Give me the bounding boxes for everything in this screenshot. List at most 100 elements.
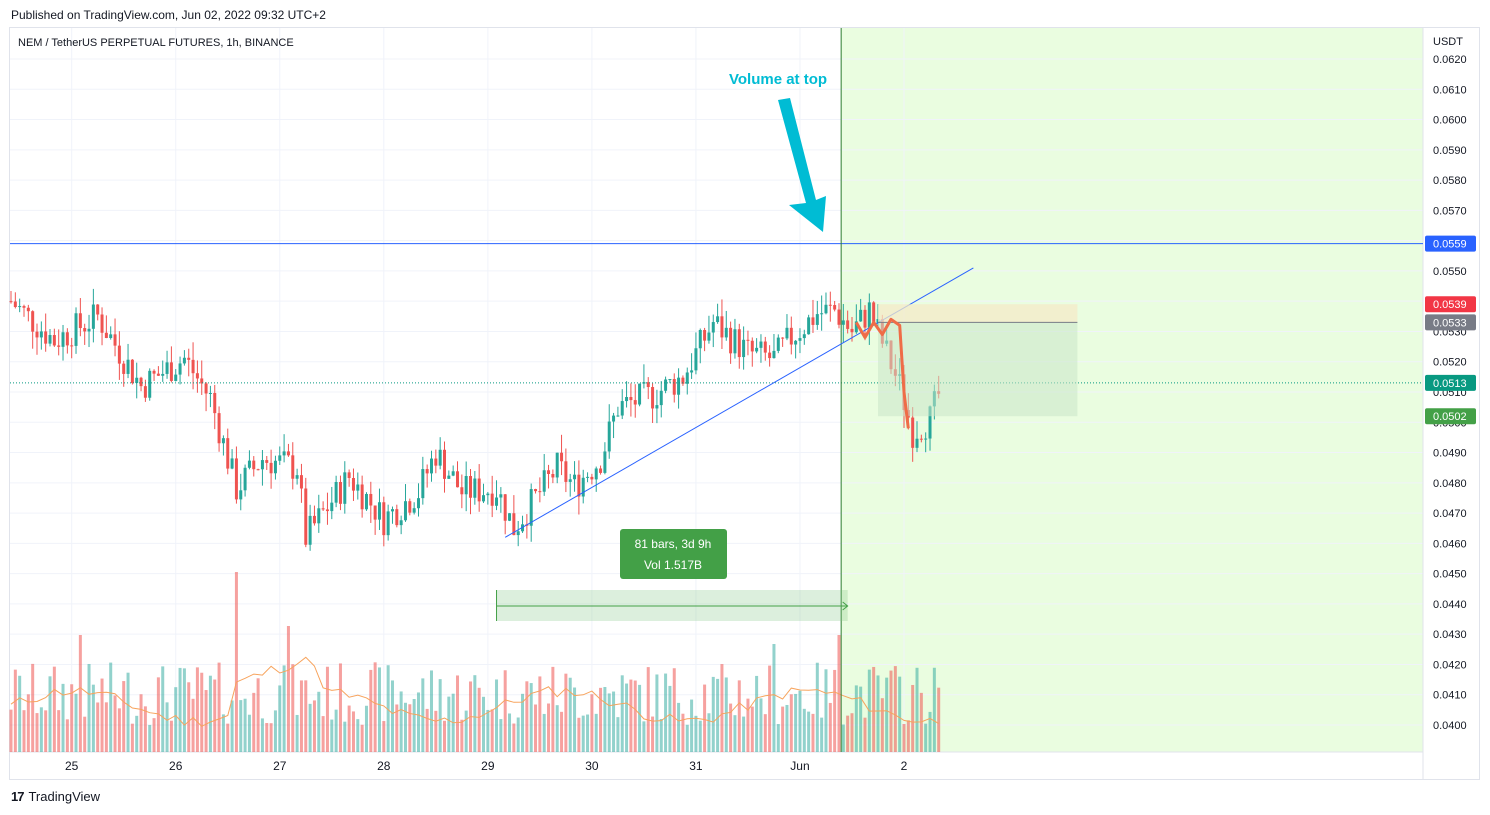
price-badge — [1425, 408, 1476, 425]
candle-body — [438, 449, 442, 466]
volume-bar — [893, 666, 897, 752]
time-tick-label: 26 — [169, 759, 183, 773]
candle-body — [139, 377, 143, 387]
candle-body — [655, 405, 659, 409]
candle-body — [555, 452, 559, 478]
price-tick-label: 0.0570 — [1433, 205, 1467, 217]
price-tick-label: 0.0450 — [1433, 569, 1467, 581]
volume-bar — [859, 686, 863, 752]
price-tick-label: 0.0600 — [1433, 115, 1467, 127]
candle-body — [96, 304, 100, 315]
price-badge-label: 0.0539 — [1433, 299, 1467, 311]
candle-body — [495, 497, 499, 506]
tradingview-logo-icon: 17 — [11, 789, 25, 804]
volume-bar — [755, 675, 759, 752]
candle-body — [807, 317, 811, 335]
candle-body — [156, 373, 160, 376]
volume-bar — [443, 720, 446, 752]
volume-bar — [846, 715, 850, 752]
volume-note-arrow — [778, 98, 826, 232]
date-range-label-vol: Vol 1.517B — [644, 558, 702, 572]
candle-body — [599, 468, 603, 473]
candle-body — [312, 515, 316, 524]
candle-body — [720, 316, 724, 338]
volume-bar — [464, 710, 468, 752]
volume-bar — [130, 723, 134, 752]
candle-body — [65, 332, 69, 346]
volume-bar — [529, 683, 533, 752]
candle-body — [824, 304, 828, 314]
volume-bar — [247, 714, 251, 752]
volume-bar — [772, 644, 776, 752]
volume-bar — [876, 675, 880, 752]
candle-body — [273, 460, 277, 474]
volume-bar — [724, 677, 728, 752]
candle-body — [473, 478, 477, 498]
volume-bar — [937, 687, 941, 752]
volume-bar — [48, 676, 52, 752]
candle-body — [369, 493, 373, 506]
candle-body — [109, 334, 113, 339]
price-tick-label: 0.0470 — [1433, 508, 1467, 520]
volume-bar — [18, 675, 22, 752]
volume-bar — [902, 724, 906, 752]
candle-body — [711, 322, 715, 333]
candle-body — [776, 337, 780, 351]
price-tick-label: 0.0410 — [1433, 690, 1467, 702]
candle-body — [31, 311, 35, 332]
price-badge — [1425, 296, 1476, 313]
volume-bar — [703, 684, 707, 752]
candle-body — [750, 340, 754, 352]
volume-bar — [78, 635, 82, 752]
price-tick-label: 0.0580 — [1433, 175, 1467, 187]
candle-body — [44, 331, 48, 344]
candle-body — [39, 331, 43, 338]
volume-bar — [664, 673, 668, 752]
volume-bar — [677, 702, 681, 752]
volume-bar — [538, 676, 542, 752]
volume-bar — [473, 675, 477, 752]
volume-bar — [737, 680, 741, 752]
volume-bar — [421, 678, 425, 752]
candle-body — [373, 505, 377, 520]
candle-body — [308, 515, 312, 545]
volume-bar — [416, 692, 420, 752]
candle-body — [612, 415, 616, 422]
candle-body — [547, 470, 551, 474]
volume-bar — [39, 707, 43, 752]
volume-bar — [898, 676, 902, 752]
volume-bar — [863, 717, 867, 752]
candle-body — [61, 332, 65, 347]
candle-body — [503, 494, 507, 521]
volume-bar — [273, 710, 277, 752]
candle-body — [581, 477, 585, 497]
volume-bar — [599, 687, 603, 752]
candle-body — [78, 313, 82, 329]
time-tick-label: 28 — [377, 759, 391, 773]
candle-body — [87, 328, 91, 332]
volume-bar — [13, 669, 17, 752]
volume-bar — [560, 711, 564, 752]
volume-bar — [234, 572, 238, 752]
volume-bar — [161, 666, 165, 752]
candle-body — [395, 509, 399, 526]
volume-bar — [217, 662, 221, 752]
volume-bar — [143, 706, 147, 752]
candle-body — [104, 332, 108, 339]
volume-bar — [733, 715, 737, 752]
volume-bar — [91, 684, 95, 752]
candle-body — [681, 377, 685, 384]
date-range-label-box — [620, 529, 727, 579]
candle-body — [239, 490, 243, 500]
volume-bar — [52, 666, 56, 752]
candle-body — [490, 493, 494, 506]
volume-bar — [880, 698, 884, 752]
volume-bar — [690, 699, 694, 752]
volume-bar — [325, 666, 329, 752]
volume-bar — [291, 664, 295, 752]
volume-bar — [607, 693, 611, 752]
volume-bar — [776, 724, 780, 752]
footer-brand[interactable]: 17 TradingView — [11, 789, 100, 804]
volume-bar — [208, 675, 212, 752]
